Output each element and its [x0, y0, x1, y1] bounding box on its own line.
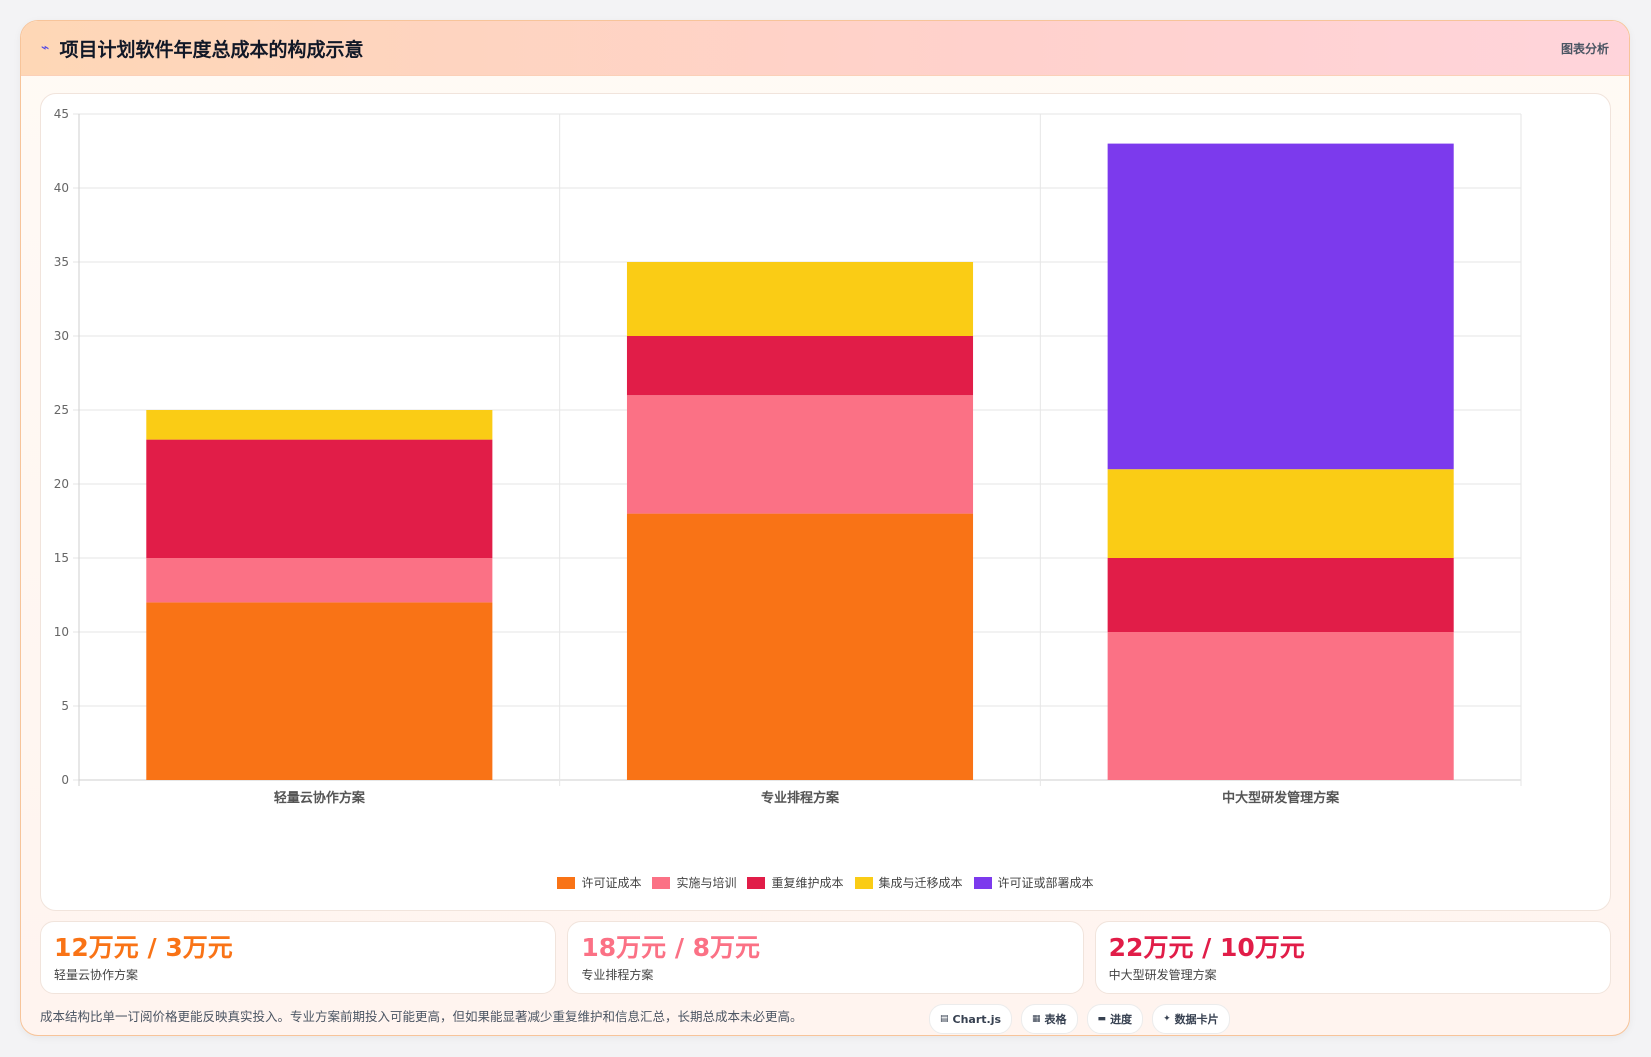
y-tick-label: 30 — [54, 329, 69, 343]
category-label: 轻量云协作方案 — [274, 790, 366, 806]
chart-icon: ▤ — [940, 1014, 949, 1024]
bar-segment — [626, 513, 974, 780]
stat-card: 18万元 / 8万元专业排程方案 — [567, 921, 1084, 994]
bar-segment — [1107, 143, 1454, 470]
chart-container: 0 5 10 15 20 25 30 35 40 45 轻量云协作方案 专业排程方案 中大型研发管理方案… — [40, 93, 1611, 911]
bar-segment — [146, 410, 493, 440]
y-tick-label: 10 — [54, 625, 69, 639]
stat-cards: 12万元 / 3万元 轻量云协作方案 18万元 / 8万元 专业排程方案 22万元 / … — [40, 921, 1611, 994]
tech-tag-label: 表格 — [1044, 1013, 1067, 1026]
legend-swatch — [747, 876, 766, 889]
bar-segment — [146, 439, 493, 558]
stat-value: 18万元 / 8万元 — [581, 933, 761, 962]
bar-segment — [146, 602, 493, 780]
legend-swatch — [557, 876, 576, 889]
bar-segment — [626, 395, 974, 514]
y-tick-label: 40 — [54, 181, 69, 195]
footer-note: 成本结构比单一订阅价格更能反映真实投入。专业方案前期投入可能更高，但如果能显著减… — [40, 1009, 803, 1024]
category-label: 专业排程方案 — [761, 790, 840, 806]
tech-tag[interactable]: ▤ Chart.js — [929, 1004, 1013, 1034]
bar-segment — [626, 262, 974, 336]
bar-segment — [146, 558, 493, 603]
stat-value: 22万元 / 10万元 — [1108, 933, 1305, 962]
legend-item[interactable]: 实施与培训 — [652, 874, 736, 891]
category-label: 中大型研发管理方案 — [1222, 790, 1340, 806]
tech-tags: ▤ Chart.js ▦ 表格 ▬ 进度 ✦ 数据卡片 — [929, 1004, 1230, 1034]
tech-tag-label: 数据卡片 — [1174, 1013, 1219, 1026]
y-tick-label: 15 — [54, 551, 69, 565]
legend-item[interactable]: 许可证成本 — [557, 874, 641, 891]
card-header: ⌁ 项目计划软件年度总成本的构成示意 图表分析 — [21, 21, 1629, 76]
y-tick-label: 45 — [54, 107, 69, 121]
stat-value: 12万元 / 3万元 — [54, 933, 233, 962]
legend-label: 重复维护成本 — [771, 876, 844, 890]
sparkle-icon: ✦ — [1163, 1014, 1171, 1024]
tech-tag[interactable]: ▦ 表格 — [1021, 1004, 1078, 1034]
legend-label: 许可证或部署成本 — [997, 876, 1094, 890]
progress-icon: ▬ — [1097, 1014, 1107, 1024]
legend-label: 许可证成本 — [581, 876, 642, 890]
y-tick-label: 5 — [61, 699, 69, 713]
tech-tag-label: 进度 — [1110, 1013, 1133, 1026]
chart-legend: 许可证成本 实施与培训 重复维护成本 集成与迁移成本 许可证或部署成本 — [41, 874, 1610, 891]
legend-label: 集成与迁移成本 — [878, 876, 963, 890]
legend-item[interactable]: 重复维护成本 — [747, 874, 844, 891]
legend-label: 实施与培训 — [676, 876, 737, 890]
stacked-bar-chart: 0 5 10 15 20 25 30 35 40 45 轻量云协作方案 专业排程方案 中大型研发管理方案 — [54, 107, 1522, 806]
tech-tag-label: Chart.js — [952, 1012, 1002, 1026]
stat-label: 轻量云协作方案 — [54, 968, 139, 982]
y-tick-label: 35 — [54, 255, 69, 269]
card-footer: 成本结构比单一订阅价格更能反映真实投入。专业方案前期投入可能更高，但如果能显著减… — [40, 1004, 1611, 1034]
bar-segment — [626, 336, 974, 396]
bar-segment — [1107, 558, 1454, 632]
bar-segment — [1107, 469, 1454, 558]
y-tick-label: 25 — [54, 403, 69, 417]
bar-segment — [1107, 632, 1454, 780]
chart-analysis-link[interactable]: 图表分析 — [1560, 41, 1609, 56]
table-icon: ▦ — [1032, 1014, 1041, 1024]
chart-card: ⌁ 项目计划软件年度总成本的构成示意 图表分析 0 5 10 15 20 25 30 35 40… — [20, 20, 1630, 1036]
y-tick-label: 0 — [61, 773, 69, 787]
legend-item[interactable]: 集成与迁移成本 — [854, 874, 963, 891]
stat-label: 专业排程方案 — [581, 968, 654, 982]
page-title: 项目计划软件年度总成本的构成示意 — [59, 38, 364, 61]
legend-swatch — [973, 876, 992, 889]
stat-card: 12万元 / 3万元轻量云协作方案 — [40, 921, 557, 994]
chart-line-icon: ⌁ — [41, 40, 50, 56]
tech-tag[interactable]: ▬ 进度 — [1086, 1004, 1144, 1034]
legend-item[interactable]: 许可证或部署成本 — [973, 874, 1094, 891]
stat-label: 中大型研发管理方案 — [1108, 968, 1217, 982]
stat-card: 22万元 / 10万元中大型研发管理方案 — [1094, 921, 1611, 994]
tech-tag[interactable]: ✦ 数据卡片 — [1152, 1004, 1230, 1034]
title-group: ⌁ 项目计划软件年度总成本的构成示意 — [41, 35, 363, 62]
legend-swatch — [652, 876, 671, 889]
legend-swatch — [854, 876, 873, 889]
y-tick-label: 20 — [54, 477, 69, 491]
